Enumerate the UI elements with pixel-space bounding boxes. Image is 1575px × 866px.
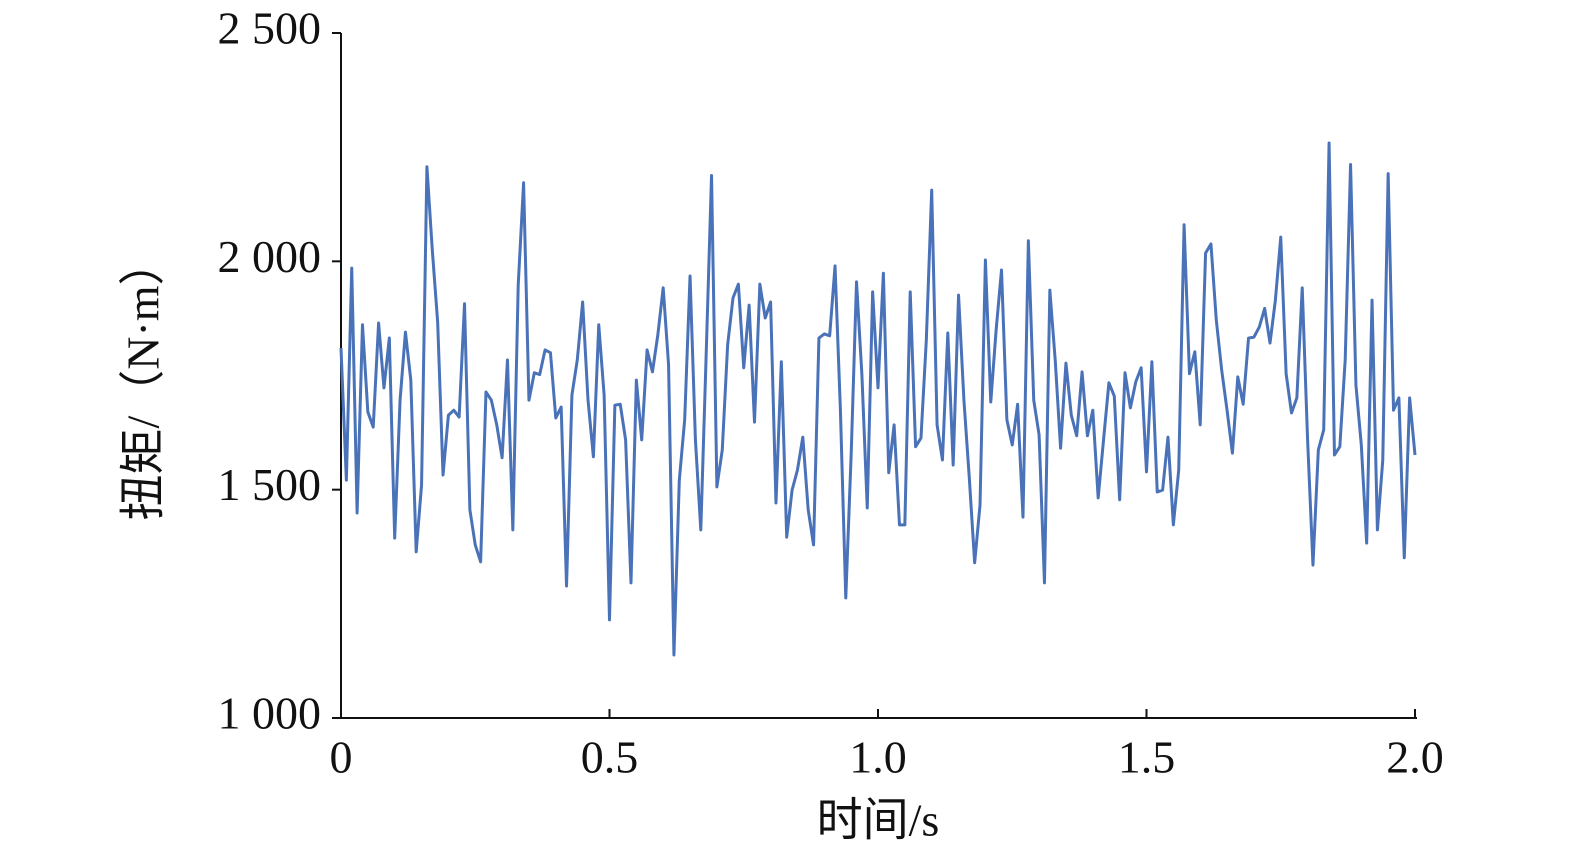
y-axis-label: 扭矩/（N·m） [118,239,169,520]
data-line [339,141,1417,657]
y-tick-label: 1 000 [218,688,322,739]
y-tick-label: 2 000 [218,231,322,282]
x-tick-label: 1.5 [1118,732,1176,783]
x-tick-label: 2.0 [1386,732,1444,783]
x-tick-label: 1.0 [849,732,907,783]
x-tick-label: 0 [330,732,353,783]
y-tick-label: 1 500 [218,459,322,510]
y-tick-label: 2 500 [218,3,322,54]
x-axis-label: 时间/s [817,795,940,846]
x-tick-label: 0.5 [581,732,639,783]
